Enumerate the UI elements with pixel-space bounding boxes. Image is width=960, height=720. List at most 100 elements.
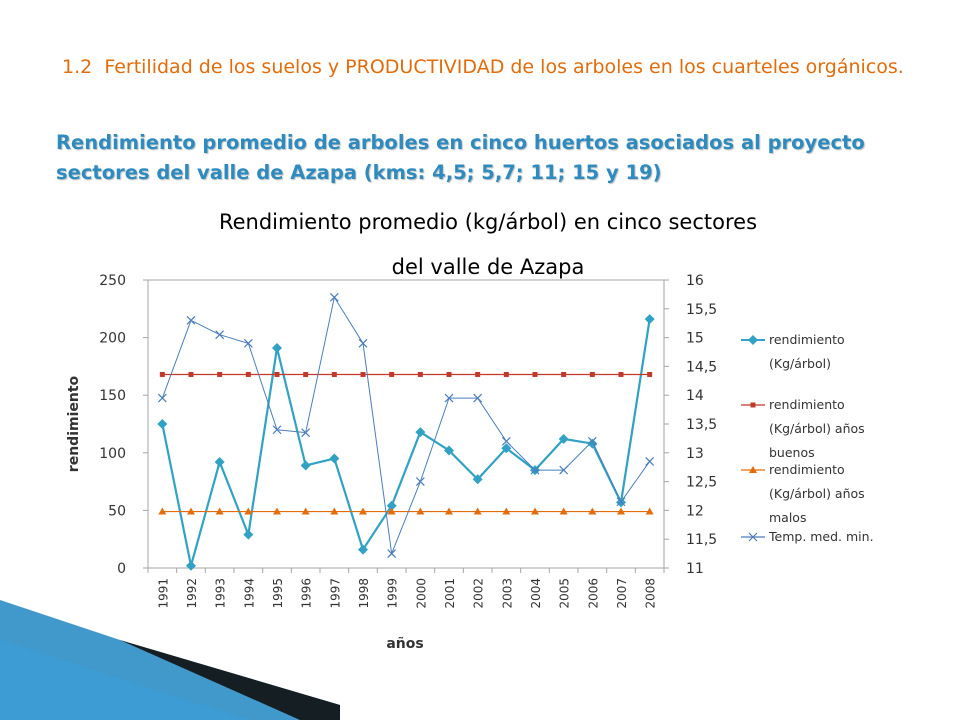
data-point-malos: [187, 507, 195, 515]
x-axis-tick-label: 2007: [615, 578, 629, 609]
data-point-buenos: [647, 371, 653, 377]
data-point-rendimiento: [386, 500, 397, 511]
x-axis-title: años: [386, 636, 423, 652]
legend-label-temp: Temp. med. min.: [768, 529, 874, 544]
series-line-rendimiento: [161, 318, 651, 566]
data-point-buenos: [618, 371, 624, 377]
data-point-rendimiento: [472, 474, 483, 485]
data-point-temp: [272, 425, 282, 435]
data-point-malos: [531, 507, 539, 515]
data-point-malos: [588, 507, 597, 515]
data-point-temp: [473, 393, 483, 403]
y-axis-title: rendimiento: [66, 375, 82, 472]
x-axis-tick-label: 2005: [558, 578, 572, 609]
data-point-temp: [358, 338, 368, 348]
data-point-malos: [502, 507, 511, 515]
plot-area: [147, 279, 665, 569]
x-axis-tick-label: 1997: [328, 578, 342, 609]
right-axis-tick-label: 12: [686, 503, 704, 519]
legend-marker-rendimiento: [748, 335, 758, 345]
data-point-malos: [416, 507, 425, 515]
left-axis-tick-label: 250: [99, 273, 126, 289]
legend-label-malos: rendimiento: [769, 462, 845, 477]
data-point-rendimiento: [272, 342, 282, 353]
data-point-temp: [329, 292, 339, 302]
data-point-temp: [587, 436, 597, 446]
right-axis-tick-label: 13,5: [686, 417, 717, 433]
data-point-buenos: [159, 371, 165, 377]
left-axis-tick-label: 50: [108, 503, 126, 519]
data-point-temp: [387, 549, 397, 559]
data-point-malos: [617, 507, 625, 515]
data-point-malos: [273, 507, 281, 515]
legend-label-rendimiento: rendimiento: [769, 332, 845, 347]
data-point-rendimiento: [186, 560, 196, 571]
data-point-rendimiento: [587, 438, 598, 449]
chart-title-line-2: del valle de Azapa: [391, 255, 585, 279]
data-point-malos: [158, 507, 167, 515]
data-point-malos: [301, 507, 310, 515]
data-point-buenos: [417, 371, 423, 377]
data-point-temp: [243, 338, 253, 348]
data-point-malos: [359, 507, 367, 515]
data-point-rendimiento: [558, 433, 569, 444]
right-axis-tick-label: 12,5: [686, 475, 717, 491]
x-axis-tick-label: 1992: [185, 578, 199, 609]
data-point-rendimiento: [644, 314, 655, 325]
legend-label-buenos: buenos: [769, 445, 815, 460]
data-point-malos: [559, 507, 568, 515]
data-point-buenos: [532, 371, 538, 377]
slide-subtitle: Rendimiento promedio de arboles en cinco…: [56, 131, 865, 184]
data-point-rendimiento: [329, 453, 340, 464]
x-axis-tick-label: 1996: [300, 578, 314, 609]
x-axis-tick-label: 1994: [242, 578, 256, 609]
data-point-rendimiento: [214, 457, 225, 468]
series-line-temp: [161, 295, 651, 556]
heading-number: 1.2: [62, 56, 93, 78]
left-axis-tick-label: 100: [99, 446, 126, 462]
right-axis-tick-label: 14: [686, 388, 704, 404]
right-axis-tick-label: 15,5: [686, 302, 717, 318]
data-point-buenos: [389, 371, 395, 377]
legend-label-malos: (Kg/árbol) años: [769, 486, 865, 501]
heading-period: .: [897, 56, 904, 78]
data-point-rendimiento: [300, 460, 311, 471]
x-axis-tick-label: 2008: [644, 578, 658, 609]
data-point-buenos: [188, 371, 194, 377]
slide-heading: 1.2 Fertilidad de los suelos y PRODUCTIV…: [62, 52, 922, 82]
data-point-malos: [330, 507, 339, 515]
data-point-buenos: [331, 371, 337, 377]
data-point-rendimiento: [358, 544, 368, 555]
data-point-temp: [559, 465, 569, 475]
data-point-temp: [157, 393, 167, 403]
data-point-temp: [415, 477, 425, 487]
data-point-temp: [645, 457, 655, 466]
data-point-buenos: [503, 371, 509, 377]
legend-marker-temp: [748, 532, 758, 542]
data-point-temp: [215, 330, 225, 340]
chart-title-line-1: Rendimiento promedio (kg/árbol) en cinco…: [218, 210, 758, 234]
data-point-rendimiento: [415, 427, 426, 438]
left-axis-tick-label: 0: [117, 561, 126, 577]
right-axis-tick-label: 11: [686, 561, 704, 577]
left-axis-tick-label: 200: [99, 331, 126, 347]
right-axis-tick-label: 11,5: [686, 532, 717, 548]
right-axis-tick-label: 13: [686, 446, 704, 462]
data-point-temp: [186, 315, 196, 325]
left-axis-tick-label: 150: [99, 388, 126, 404]
data-point-temp: [616, 497, 626, 507]
heading-text: Fertilidad de los suelos y PRODUCTIVIDAD…: [104, 56, 898, 78]
data-point-buenos: [217, 371, 223, 377]
right-axis-tick-label: 15: [686, 331, 704, 347]
data-point-malos: [445, 507, 453, 515]
data-point-rendimiento: [157, 419, 168, 429]
data-point-malos: [215, 507, 224, 515]
x-axis-tick-label: 1995: [271, 578, 285, 609]
data-point-buenos: [561, 371, 567, 377]
right-axis-tick-label: 14,5: [686, 359, 717, 375]
data-point-rendimiento: [444, 445, 454, 456]
data-point-rendimiento: [501, 443, 512, 454]
legend-marker-malos: [749, 466, 757, 473]
